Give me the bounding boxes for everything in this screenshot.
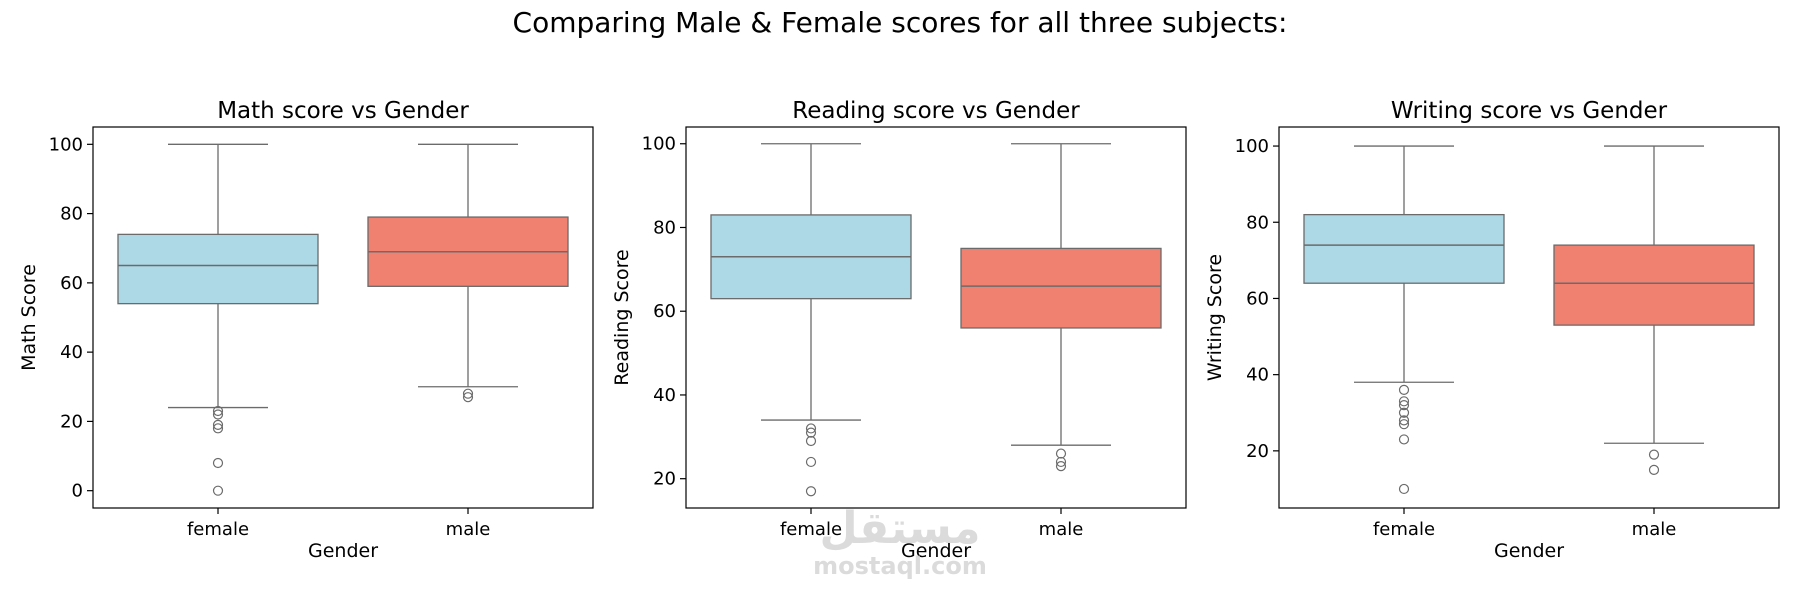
female-outlier-point	[1398, 384, 1410, 395]
x-tick-label: female	[187, 519, 249, 540]
panel-title: Writing score vs Gender	[1391, 98, 1668, 124]
figure-title: Comparing Male & Female scores for all t…	[512, 6, 1288, 39]
female-outlier-point	[805, 456, 817, 468]
male-outlier-point	[1055, 448, 1067, 459]
female-outlier-point	[212, 409, 224, 420]
y-tick-label: 40	[653, 385, 676, 406]
x-tick-label: female	[780, 519, 842, 540]
male-iqr-box	[1553, 244, 1755, 326]
female-outlier-point	[212, 485, 224, 496]
axes-frame	[92, 126, 594, 509]
axes-frame	[1278, 126, 1780, 509]
female-outlier-point	[1398, 415, 1410, 426]
female-outlier-point	[1398, 400, 1410, 411]
y-tick-label: 80	[60, 204, 83, 225]
y-tick-label: 80	[1246, 212, 1269, 233]
x-tick-label: male	[1632, 519, 1677, 540]
female-outlier-point	[805, 423, 817, 434]
female-outlier-point	[805, 435, 817, 447]
female-box-group	[710, 143, 912, 497]
y-tick-label: 20	[653, 469, 676, 490]
y-tick-label: 20	[1246, 441, 1269, 462]
female-outlier-point	[212, 423, 224, 434]
y-tick-label: 100	[642, 134, 676, 155]
panel-title: Math score vs Gender	[217, 98, 469, 124]
writing-boxplot-panel: Writing score vs Gender Gender Writing S…	[1204, 98, 1780, 562]
x-axis-label: Gender	[1494, 540, 1564, 562]
y-tick-label: 60	[1246, 288, 1269, 309]
female-outlier-point	[805, 486, 817, 497]
male-outlier-point	[462, 388, 474, 399]
x-tick-label: male	[1039, 519, 1084, 540]
x-tick-label: male	[446, 519, 491, 540]
panel-title: Reading score vs Gender	[792, 98, 1080, 124]
axes-frame	[685, 126, 1187, 509]
y-tick-label: 60	[653, 301, 676, 322]
y-axis-label: Reading Score	[611, 249, 633, 385]
male-box-group	[960, 143, 1162, 472]
x-tick-label: female	[1373, 519, 1435, 540]
y-tick-label: 40	[60, 342, 83, 363]
y-tick-label: 80	[653, 217, 676, 238]
y-tick-label: 40	[1246, 365, 1269, 386]
male-outlier-point	[1055, 461, 1067, 472]
female-box-group	[117, 143, 319, 496]
male-outlier-point	[1055, 456, 1067, 468]
female-outlier-point	[212, 405, 224, 417]
female-outlier-point	[1398, 407, 1410, 418]
y-tick-label: 0	[72, 481, 83, 502]
male-outlier-point	[1648, 449, 1660, 460]
y-axis-label: Writing Score	[1204, 254, 1226, 381]
male-outlier-point	[462, 392, 474, 403]
female-iqr-box	[117, 233, 319, 305]
male-box-group	[367, 143, 569, 403]
female-outlier-point	[1398, 483, 1410, 495]
y-axis-label: Math Score	[18, 264, 40, 371]
female-outlier-point	[1398, 396, 1410, 407]
female-iqr-box	[1303, 213, 1505, 284]
female-outlier-point	[1398, 419, 1410, 430]
y-tick-label: 100	[49, 134, 83, 155]
math-boxplot-panel: Math score vs Gender Gender Math Score 0…	[18, 98, 594, 562]
y-tick-label: 100	[1235, 136, 1269, 157]
male-box-group	[1553, 145, 1755, 475]
female-outlier-point	[212, 419, 224, 430]
y-tick-label: 60	[60, 273, 83, 294]
y-tick-label: 20	[60, 411, 83, 432]
male-iqr-box	[960, 247, 1162, 329]
female-outlier-point	[1398, 434, 1410, 445]
x-axis-label: Gender	[308, 540, 378, 562]
female-box-group	[1303, 145, 1505, 495]
female-outlier-point	[805, 427, 817, 438]
male-outlier-point	[1648, 464, 1660, 475]
reading-boxplot-panel: Reading score vs Gender Gender Reading S…	[611, 98, 1187, 562]
x-axis-label: Gender	[901, 540, 971, 562]
female-outlier-point	[212, 457, 224, 469]
